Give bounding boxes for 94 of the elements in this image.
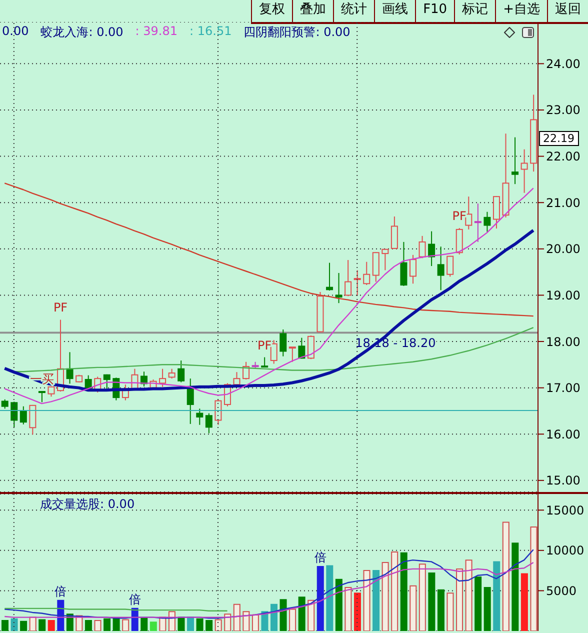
y-tick-label: 18.00: [546, 334, 580, 349]
bar: [196, 618, 204, 631]
candlestick: [512, 136, 519, 185]
bar: [326, 565, 334, 631]
y-tick-label: 20.00: [546, 242, 580, 256]
candlestick: [530, 94, 538, 172]
bar: [112, 618, 120, 631]
bar: [400, 552, 408, 631]
bar: [512, 542, 519, 631]
bar: [502, 522, 510, 631]
text: 叠加: [292, 0, 334, 22]
bar: [178, 616, 185, 631]
bar: [335, 578, 342, 631]
bar: [308, 600, 315, 631]
annotation: 成交量选股: 0.00: [40, 496, 135, 513]
bar: [10, 618, 18, 631]
text: PF: [53, 300, 68, 315]
annotation: 蛟龙入海: 0.00: [40, 24, 124, 41]
annotation: : 16.51: [190, 24, 232, 40]
bar: [2, 620, 8, 631]
y-tick-label: 15000: [546, 503, 584, 518]
line-series: [4, 562, 534, 618]
y-tick-label: 19.00: [546, 288, 580, 302]
bar: [122, 619, 130, 631]
candlestick: [520, 148, 528, 194]
y-tick-label: 24.00: [546, 56, 580, 71]
bar: [206, 620, 213, 631]
bar: [344, 586, 352, 631]
bar: [382, 562, 389, 631]
bar: [233, 604, 240, 631]
bar: [410, 585, 417, 631]
line-series: [4, 182, 534, 317]
text: 22.19: [539, 131, 578, 146]
candlestick: [474, 203, 482, 242]
bar: [104, 618, 111, 631]
y-tick-label: 23.00: [546, 103, 580, 118]
y-tick-label: 21.00: [546, 196, 580, 210]
bar: [20, 620, 28, 631]
bar: [29, 616, 36, 631]
text: 标记: [454, 0, 496, 22]
data-label: 倍: [314, 550, 326, 565]
bar: [530, 526, 538, 631]
bar: [456, 568, 464, 631]
data-label: 倍: [54, 584, 67, 598]
bar: [280, 599, 287, 631]
annotation: 0.00: [2, 24, 29, 40]
text: +自选: [495, 0, 547, 22]
y-tick-label: 22.00: [546, 150, 580, 164]
y-tick-label: 17.00: [546, 381, 580, 396]
annotation: 四阴翻阳预警: 0.00: [244, 24, 350, 41]
bar: [484, 586, 491, 631]
bar: [214, 619, 222, 631]
bar: [316, 566, 324, 631]
text: 返回: [547, 0, 588, 22]
candlestick: [66, 352, 74, 384]
bar: [289, 608, 296, 631]
bar: [38, 619, 46, 631]
bar: [140, 618, 148, 631]
bar: [150, 622, 157, 631]
bar: [520, 573, 528, 631]
y-tick-label: 5000: [546, 584, 577, 598]
text: F10: [415, 0, 454, 22]
bar: [242, 611, 250, 631]
annotation: : 39.81: [135, 24, 178, 40]
bar: [372, 570, 380, 631]
text: 统计: [333, 0, 374, 22]
candlestick: [428, 230, 436, 267]
bar: [465, 560, 472, 631]
bar: [363, 570, 370, 631]
text: 画线: [374, 0, 416, 22]
bar: [48, 620, 55, 631]
bar: [391, 552, 398, 631]
bar: [474, 576, 482, 631]
y-tick-label: 15.00: [546, 474, 580, 488]
line-series: [4, 188, 534, 404]
bar: [94, 620, 102, 631]
bar: [187, 616, 194, 631]
bar: [493, 561, 500, 631]
bar: [298, 596, 306, 631]
bar: [84, 620, 92, 631]
bar: [428, 572, 436, 631]
bar: [446, 592, 454, 631]
bar: [418, 564, 426, 631]
bar: [437, 589, 444, 631]
candlestick: [437, 246, 444, 291]
y-tick-label: 16.00: [546, 427, 580, 442]
bar: [354, 592, 361, 631]
y-tick-label: 10000: [546, 544, 584, 558]
bar: [252, 614, 259, 631]
bar: [270, 604, 278, 631]
data-label: 倍: [128, 592, 141, 606]
bar: [224, 614, 232, 631]
text: 复权: [251, 0, 292, 22]
text: PF: [258, 338, 272, 352]
